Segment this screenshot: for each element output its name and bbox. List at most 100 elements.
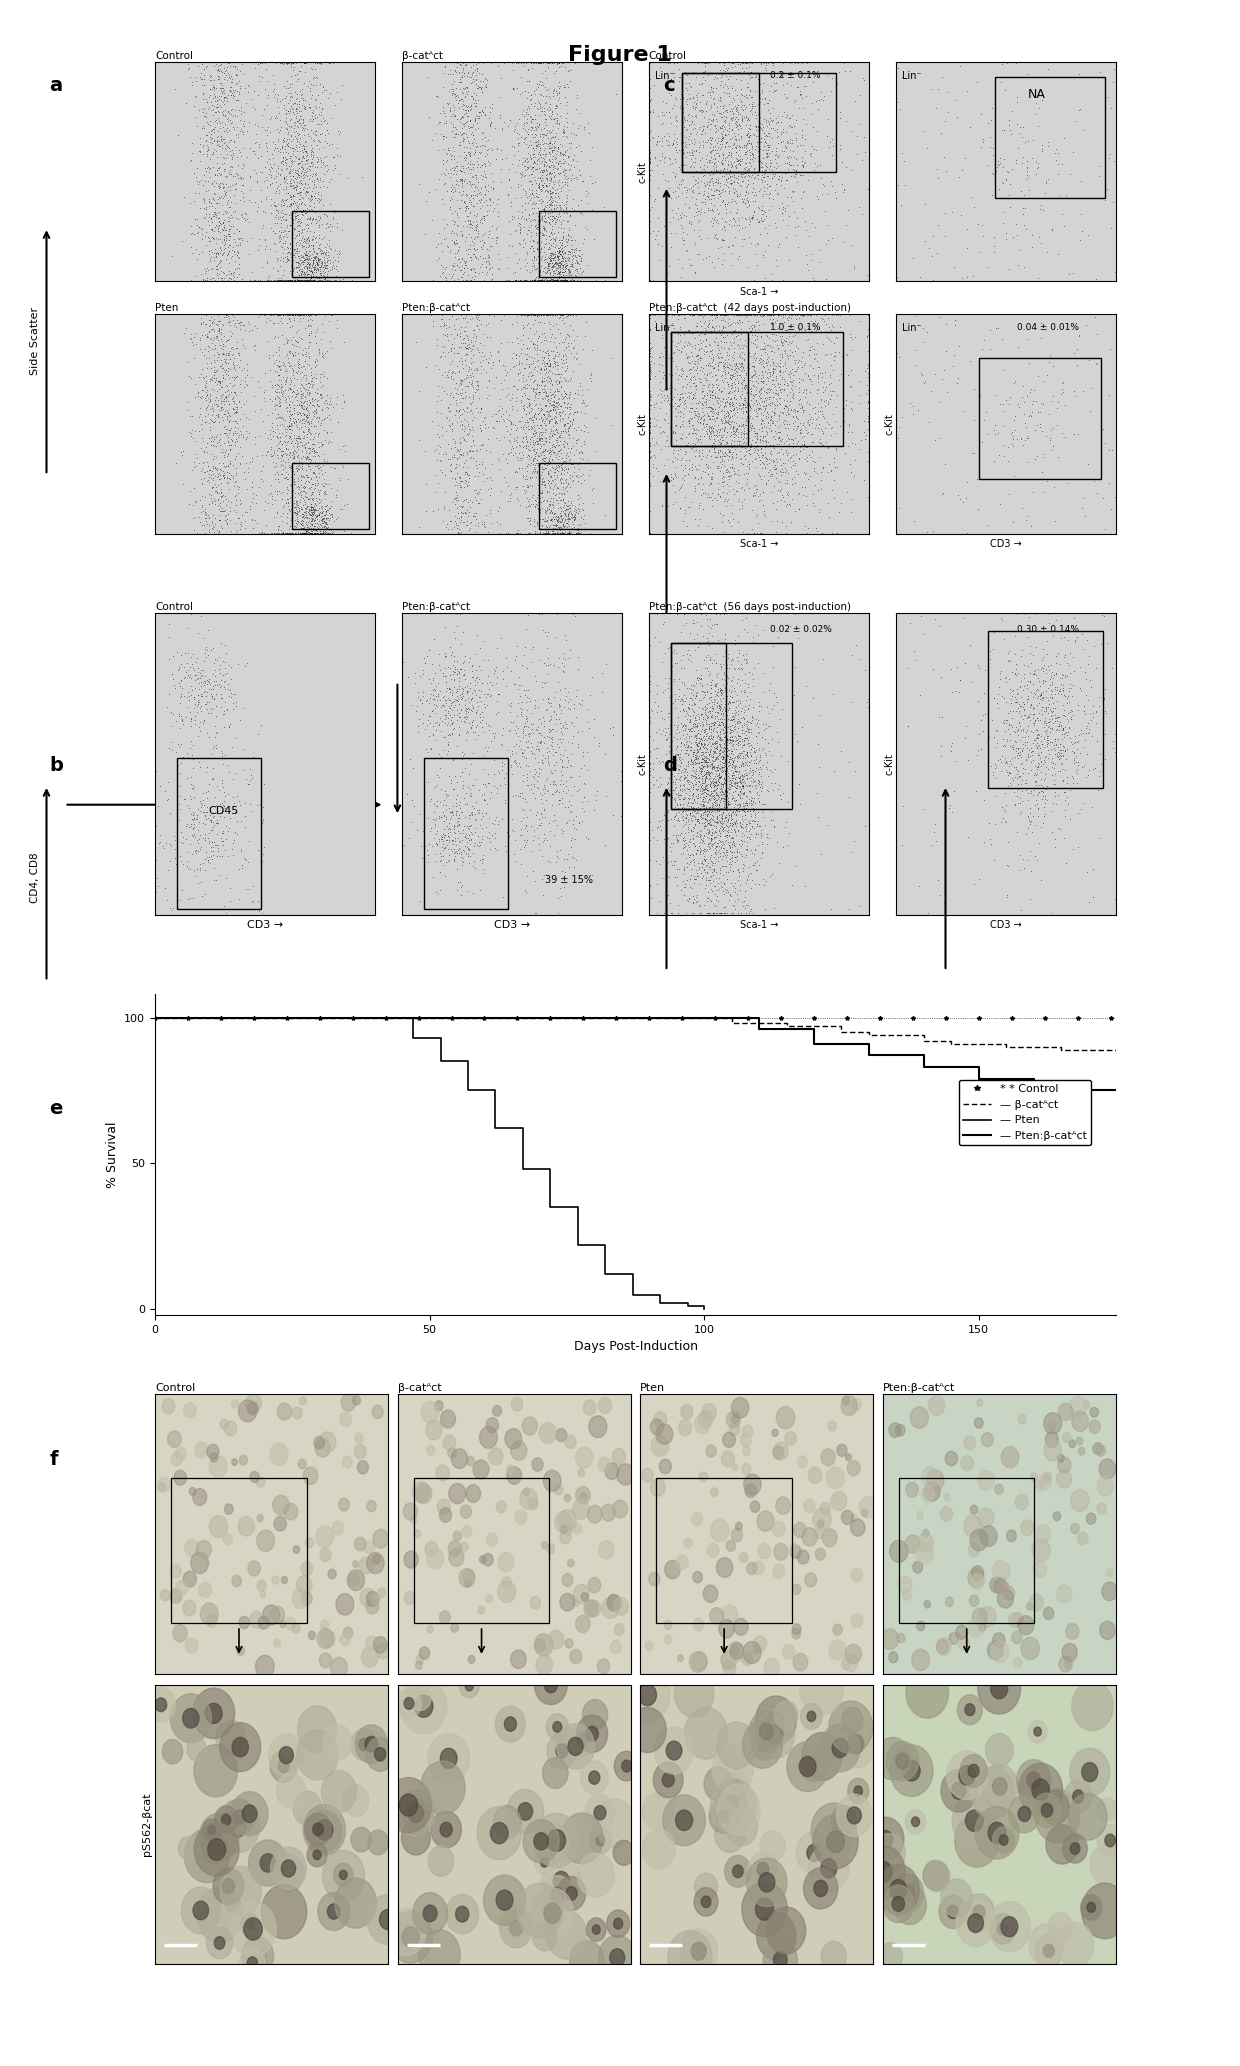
Point	[932, 477, 952, 510]
Point	[740, 118, 760, 151]
Point	[549, 163, 569, 196]
Point	[724, 758, 744, 791]
Point	[440, 795, 460, 828]
Point	[696, 143, 715, 176]
Point	[536, 694, 556, 727]
Point	[534, 347, 554, 380]
Point	[305, 446, 325, 479]
Point	[562, 779, 582, 812]
Circle shape	[614, 1597, 629, 1616]
Point	[184, 800, 203, 833]
Point	[749, 343, 769, 376]
Point	[686, 698, 706, 731]
Point	[525, 87, 544, 120]
Point	[439, 310, 459, 343]
Point	[454, 645, 474, 678]
Point	[733, 758, 753, 791]
Point	[467, 333, 487, 366]
Point	[548, 312, 568, 345]
Circle shape	[404, 1698, 414, 1709]
Point	[551, 424, 570, 457]
Point	[719, 347, 739, 380]
Point	[207, 140, 227, 174]
Point	[288, 465, 308, 498]
Point	[584, 223, 604, 256]
Point	[495, 748, 515, 781]
Point	[170, 669, 190, 702]
Point	[558, 223, 578, 256]
Point	[686, 126, 706, 159]
Point	[544, 246, 564, 279]
Point	[438, 318, 458, 351]
Point	[730, 143, 750, 176]
Point	[450, 128, 470, 161]
Point	[280, 494, 300, 527]
Point	[787, 229, 807, 262]
Point	[279, 463, 299, 496]
Point	[249, 128, 269, 161]
Point	[743, 130, 763, 163]
Point	[715, 715, 735, 748]
Point	[185, 859, 205, 893]
Point	[713, 777, 733, 810]
Point	[495, 105, 515, 138]
Point	[424, 310, 444, 343]
Point	[560, 161, 580, 194]
Circle shape	[336, 1593, 353, 1616]
Point	[289, 229, 309, 262]
Point	[522, 461, 542, 494]
Point	[748, 647, 768, 680]
Point	[482, 87, 502, 120]
Point	[720, 847, 740, 880]
Point	[213, 353, 233, 386]
Point	[737, 740, 756, 773]
Point	[1073, 492, 1092, 525]
Point	[661, 463, 681, 496]
Point	[309, 124, 329, 157]
Point	[517, 300, 537, 333]
Point	[269, 510, 289, 543]
Point	[548, 516, 568, 550]
Point	[955, 721, 975, 754]
Circle shape	[304, 1467, 317, 1483]
Point	[806, 390, 826, 424]
Point	[283, 310, 303, 343]
Point	[769, 399, 789, 432]
Point	[745, 847, 765, 880]
Point	[197, 465, 217, 498]
Point	[526, 436, 546, 469]
Point	[641, 388, 661, 421]
Point	[725, 721, 745, 754]
Point	[562, 506, 582, 539]
Point	[714, 754, 734, 787]
Point	[460, 386, 480, 419]
Point	[831, 488, 851, 521]
Point	[281, 364, 301, 397]
Circle shape	[1056, 1471, 1071, 1488]
Point	[526, 684, 546, 717]
Point	[777, 328, 797, 362]
Point	[455, 331, 475, 364]
Point	[285, 490, 305, 523]
Point	[675, 773, 694, 806]
Point	[547, 421, 567, 455]
Point	[263, 415, 283, 448]
Point	[753, 440, 773, 473]
Point	[546, 308, 565, 341]
Point	[507, 209, 527, 242]
Point	[544, 417, 564, 450]
Point	[702, 91, 722, 124]
Point	[210, 169, 229, 202]
Point	[681, 403, 701, 436]
Circle shape	[577, 1715, 608, 1752]
Point	[187, 442, 207, 475]
Point	[563, 465, 583, 498]
Point	[733, 93, 753, 126]
Point	[553, 428, 573, 461]
Point	[448, 802, 467, 835]
Point	[288, 153, 308, 186]
Point	[541, 471, 560, 504]
Point	[794, 393, 813, 426]
Point	[474, 510, 494, 543]
Point	[299, 442, 319, 475]
